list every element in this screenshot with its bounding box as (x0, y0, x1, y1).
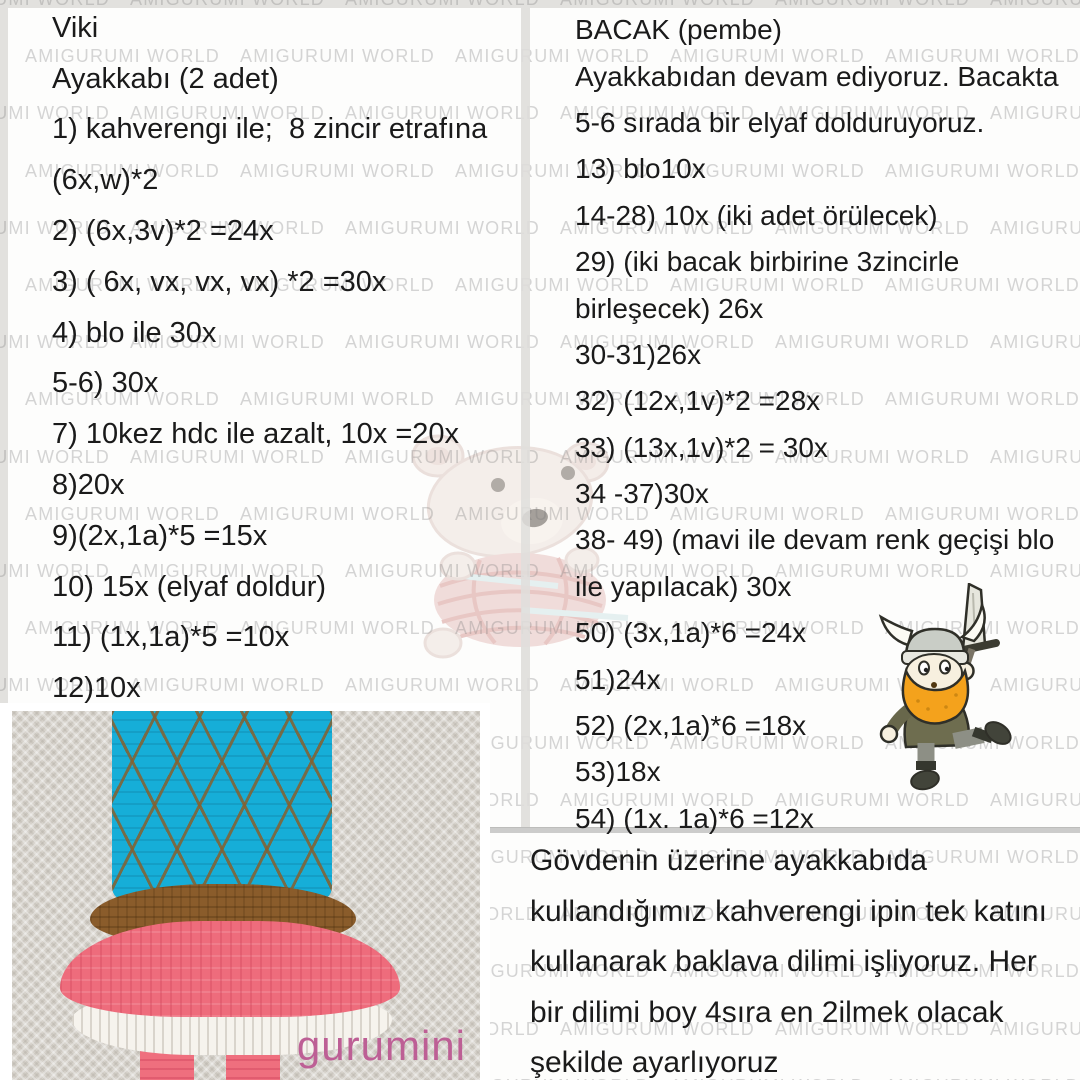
right-page-background (530, 8, 1080, 829)
text-line: BACAK (pembe) (575, 14, 782, 46)
text-line: 9)(2x,1a)*5 =15x (52, 519, 268, 552)
horizontal-divider (488, 827, 1080, 833)
text-line: (6x,w)*2 (52, 164, 159, 197)
teddy-bear-watermark-icon (411, 434, 629, 659)
text-line: bir dilimi boy 4sıra en 2ilmek olacak (530, 995, 1004, 1029)
text-line: 32) (12x,1v)*2 =28x (575, 385, 821, 417)
text-line: 12)10x (52, 672, 141, 705)
text-line: 8)20x (52, 469, 125, 502)
photo-credit: gurumini (296, 1022, 466, 1069)
text-line: 1) kahverengi ile; 8 zincir etrafına (52, 113, 488, 146)
text-line: 5-6) 30x (52, 367, 159, 400)
text-line: 34 -37)30x (575, 478, 709, 510)
viking-cartoon-icon (878, 583, 1012, 791)
text-line: 54) (1x. 1a)*6 =12x (575, 802, 814, 834)
bottom-note-text: Gövdenin üzerine ayakkabıda kullandığımız… (530, 836, 1047, 1080)
text-line: 3) ( 6x, vx, vx, vx) *2 =30x (52, 265, 387, 298)
text-line: 14-28) 10x (iki adet örülecek) (575, 199, 938, 231)
text-line: 11) (1x,1a)*5 =10x (52, 621, 290, 654)
text-line: 53)18x (575, 756, 661, 788)
leg-pattern-column: BACAK (pembe) Ayakkabıdan devam ediyoruz.… (575, 7, 1059, 842)
text-line: 50) (3x,1a)*6 =24x (575, 617, 807, 649)
text-line: Gövdenin üzerine ayakkabıda (530, 844, 927, 878)
text-line: birleşecek) 26x (575, 292, 764, 324)
text-line: kullanarak baklava dilimi işliyoruz. Her (530, 945, 1037, 979)
text-line: 30-31)26x (575, 338, 702, 370)
doll-photo: gurumini (0, 703, 490, 1080)
text-line: Ayakkabı (2 adet) (52, 62, 279, 95)
text-line: ile yapılacak) 30x (575, 570, 792, 602)
text-line: 13) blo10x (575, 153, 706, 185)
text-line: 7) 10kez hdc ile azalt, 10x =20x (52, 418, 460, 451)
text-line: 52) (2x,1a)*6 =18x (575, 710, 807, 742)
text-line: 33) (13x,1v)*2 = 30x (575, 431, 828, 463)
text-line: 51)24x (575, 663, 661, 695)
bottom-note-background (488, 833, 1080, 1080)
text-line: Ayakkabıdan devam ediyoruz. Bacakta (575, 60, 1059, 92)
text-line: kullandığımız kahverengi ipin tek katını (530, 894, 1047, 928)
text-line: 2) (6x,3v)*2 =24x (52, 215, 274, 248)
text-line: 5-6 sırada bir elyaf dolduruyoruz. (575, 106, 985, 138)
text-line: 29) (iki bacak birbirine 3zincirle (575, 246, 960, 278)
doll-pink-skirt (60, 921, 400, 1017)
shoe-pattern-column: Viki Ayakkabı (2 adet) 1) kahverengi ile; … (52, 3, 487, 714)
text-line: 38- 49) (mavi ile devam renk geçişi blo (575, 524, 1055, 556)
text-line: 10) 15x (elyaf doldur) (52, 570, 327, 603)
page-gap-divider (521, 8, 530, 829)
text-line: şekilde ayarlıyoruz (530, 1046, 779, 1080)
doll-blue-body (112, 711, 332, 901)
text-line: Viki (52, 11, 99, 44)
text-line: 4) blo ile 30x (52, 316, 217, 349)
doll-photo-background: gurumini (12, 711, 480, 1080)
